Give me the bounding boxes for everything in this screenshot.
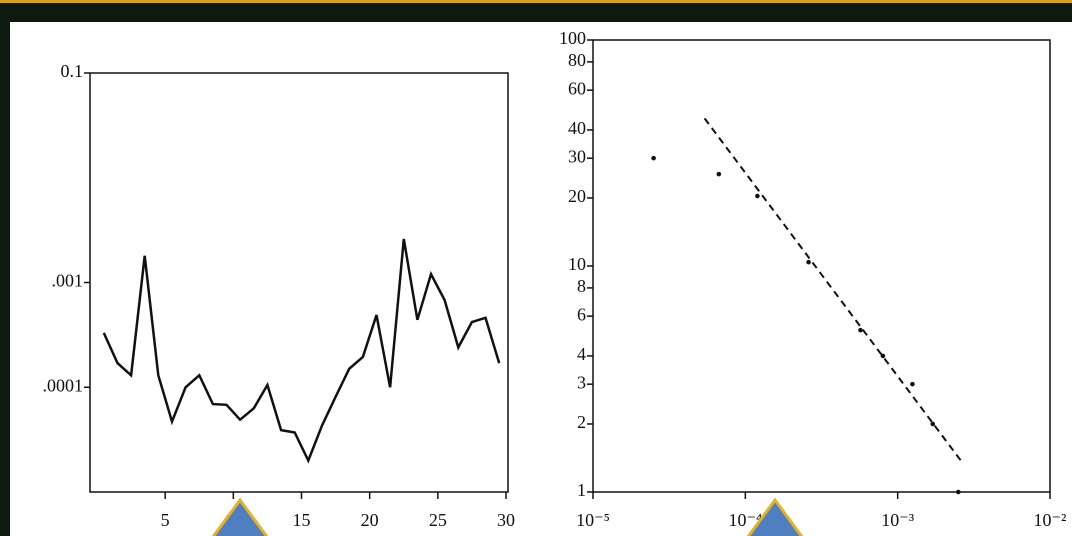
y-tick-label: 10 (568, 254, 586, 274)
data-point (880, 353, 886, 359)
x-tick-label: 30 (497, 510, 515, 530)
y-tick-label: .0001 (43, 375, 84, 395)
x-tick-label: 5 (161, 510, 170, 530)
x-tick-label: 10⁻³ (881, 510, 915, 530)
y-tick-label: 1 (577, 480, 586, 500)
nav-arrow[interactable] (731, 497, 819, 536)
y-tick-label: 6 (577, 304, 586, 324)
y-tick-label: 80 (568, 50, 586, 70)
data-point (955, 489, 961, 495)
y-tick-label: 60 (568, 78, 586, 98)
y-tick-label: .001 (52, 271, 84, 291)
data-point (806, 259, 811, 265)
data-point (910, 381, 915, 387)
data-point (930, 421, 936, 427)
paper (10, 22, 1072, 536)
y-tick-label: 2 (577, 412, 586, 432)
y-tick-label: 4 (577, 344, 586, 364)
data-line (102, 238, 501, 464)
x-tick-label: 10⁻⁴ (728, 510, 762, 530)
data-point (755, 193, 760, 199)
data-point (651, 155, 656, 161)
x-tick-label: 15 (293, 510, 311, 530)
y-tick-label: 8 (577, 276, 586, 296)
y-tick-label: 40 (568, 118, 586, 138)
x-tick-label: 10⁻² (1034, 510, 1067, 530)
charts: 0.1.001.00015101520253012346810203040608… (43, 28, 1067, 530)
data-point (716, 171, 722, 177)
x-tick-label: 20 (361, 510, 379, 530)
top-border (0, 0, 1072, 3)
y-tick-label: 3 (577, 372, 586, 392)
x-tick-label: 25 (429, 510, 447, 530)
y-tick-label: 100 (559, 28, 586, 48)
nav-arrow[interactable] (196, 497, 284, 536)
x-tick-label: 10⁻⁵ (576, 510, 610, 530)
y-tick-label: 30 (568, 146, 586, 166)
y-tick-label: 0.1 (61, 61, 84, 81)
data-point (858, 327, 863, 333)
y-tick-label: 20 (568, 186, 586, 206)
